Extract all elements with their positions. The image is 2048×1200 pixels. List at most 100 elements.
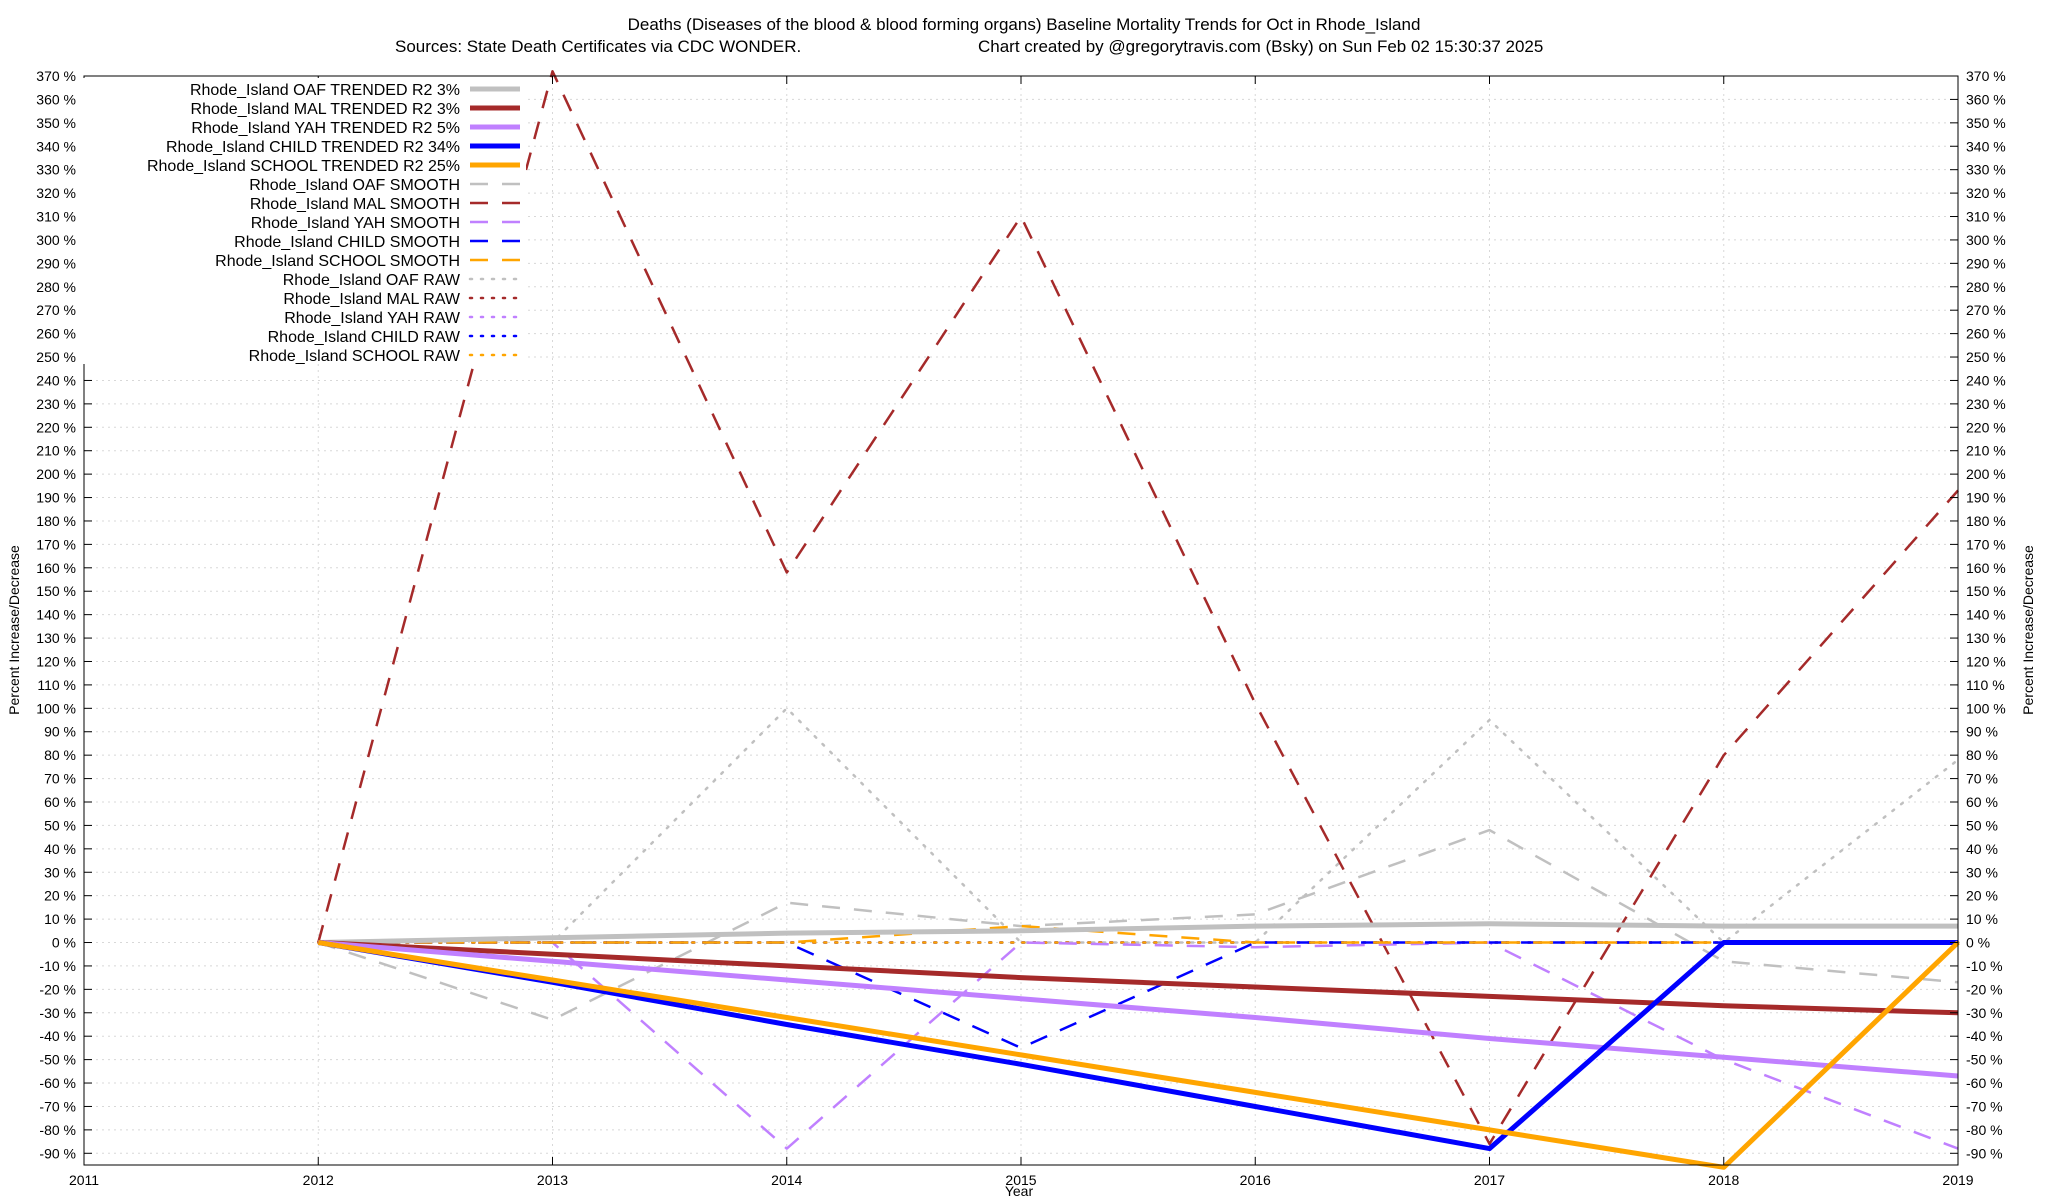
x-tick-label: 2015	[1005, 1172, 1036, 1188]
x-axis: 2011 2012 2013 2014 2015 2016 2017 2018 2019	[69, 1172, 1974, 1188]
y-tick-label-left: -20 %	[39, 981, 76, 997]
y-tick-label-right: -20 %	[1966, 981, 2003, 997]
x-tick-label: 2014	[771, 1172, 802, 1188]
legend-entry-label: Rhode_Island CHILD TRENDED R2 34%	[166, 139, 460, 156]
x-tick-label: 2012	[303, 1172, 334, 1188]
y-tick-label-left: 30 %	[44, 864, 76, 880]
y-tick-label-left: -70 %	[39, 1098, 76, 1114]
y-tick-label-left: 40 %	[44, 841, 76, 857]
legend-entry-label: Rhode_Island MAL RAW	[283, 291, 461, 308]
y-tick-label-right: 200 %	[1966, 466, 2006, 482]
y-tick-label-right: 270 %	[1966, 302, 2006, 318]
y-tick-label-left: 0 %	[52, 935, 76, 951]
x-tick-label: 2013	[537, 1172, 568, 1188]
y-tick-label-left: 50 %	[44, 817, 76, 833]
y-tick-label-left: 360 %	[36, 91, 76, 107]
y-tick-label-left: 350 %	[36, 115, 76, 131]
legend-entry-label: Rhode_Island MAL TRENDED R2 3%	[191, 101, 460, 118]
legend-entry-label: Rhode_Island YAH SMOOTH	[251, 215, 460, 232]
y-tick-label-right: 370 %	[1966, 68, 2006, 84]
chart-title: Deaths (Diseases of the blood & blood fo…	[628, 15, 1421, 34]
series-line-4	[317, 940, 1958, 1152]
y-tick-label-left: -50 %	[39, 1052, 76, 1068]
y-tick-label-right: 260 %	[1966, 326, 2006, 342]
y-tick-label-left: 150 %	[36, 583, 76, 599]
legend-entry-label: Rhode_Island CHILD RAW	[268, 329, 461, 346]
y-tick-label-left: 240 %	[36, 372, 76, 388]
y-tick-label-left: 130 %	[36, 630, 76, 646]
y-tick-label-right: 20 %	[1966, 888, 1998, 904]
y-tick-label-left: 370 %	[36, 68, 76, 84]
y-tick-label-right: 210 %	[1966, 443, 2006, 459]
y-tick-label-left: 180 %	[36, 513, 76, 529]
y-tick-label-right: 320 %	[1966, 185, 2006, 201]
y-tick-label-left: -10 %	[39, 958, 76, 974]
y-tick-label-left: 210 %	[36, 443, 76, 459]
legend-entry-label: Rhode_Island OAF RAW	[283, 272, 461, 289]
y-tick-label-right: 110 %	[1966, 677, 2005, 693]
y-tick-label-right: 140 %	[1966, 607, 2006, 623]
y-tick-label-right: 80 %	[1966, 747, 1998, 763]
y-tick-label-left: 300 %	[36, 232, 76, 248]
y-tick-label-left: -80 %	[39, 1122, 76, 1138]
y-axis-left: 370 % 360 % 350 % 340 % 330 % 320 % 310 % 300 %…	[36, 68, 76, 1161]
legend-entry-label: Rhode_Island SCHOOL TRENDED R2 25%	[147, 158, 460, 175]
y-tick-label-left: 200 %	[36, 466, 76, 482]
y-tick-label-right: -70 %	[1966, 1098, 2003, 1114]
y-tick-label-right: 340 %	[1966, 138, 2006, 154]
legend-entry-label: Rhode_Island MAL SMOOTH	[250, 196, 460, 213]
legend: Rhode_Island OAF TRENDED R2 3% Rhode_Isla…	[80, 78, 526, 365]
y-tick-label-right: 190 %	[1966, 490, 2006, 506]
x-tick-label: 2016	[1240, 1172, 1271, 1188]
y-tick-label-left: 220 %	[36, 419, 76, 435]
y-tick-label-right: 250 %	[1966, 349, 2006, 365]
plot-border	[83, 75, 1959, 1166]
y-tick-label-right: -50 %	[1966, 1052, 2003, 1068]
y-axis-label-right: Percent Increase/Decrease	[2020, 545, 2036, 715]
y-tick-label-right: 120 %	[1966, 653, 2006, 669]
y-tick-label-right: 160 %	[1966, 560, 2006, 576]
series-lines	[317, 70, 1960, 1170]
series-line-2	[318, 940, 1959, 1016]
y-tick-label-left: 320 %	[36, 185, 76, 201]
y-tick-label-left: 280 %	[36, 279, 76, 295]
y-tick-label-left: 70 %	[44, 771, 76, 787]
legend-entry-label: Rhode_Island OAF SMOOTH	[249, 177, 460, 194]
series-line-1	[318, 921, 1958, 945]
y-tick-label-right: 10 %	[1966, 911, 1998, 927]
y-tick-label-left: 60 %	[44, 794, 76, 810]
legend-background	[80, 78, 526, 364]
y-tick-label-left: -40 %	[39, 1028, 76, 1044]
y-tick-label-right: -60 %	[1966, 1075, 2003, 1091]
x-tick-label: 2011	[69, 1172, 99, 1188]
y-axis-right: 370 % 360 % 350 % 340 % 330 % 320 % 310 % 300 %…	[1966, 68, 2006, 1161]
y-tick-label-left: 110 %	[37, 677, 76, 693]
x-tick-label: 2017	[1474, 1172, 1505, 1188]
legend-entry-label: Rhode_Island OAF TRENDED R2 3%	[190, 82, 460, 99]
y-tick-label-left: 20 %	[44, 888, 76, 904]
chart-subtitle-credit: Chart created by @gregorytravis.com (Bsk…	[978, 37, 1543, 56]
y-tick-label-right: 290 %	[1966, 255, 2006, 271]
y-tick-label-right: 0 %	[1966, 935, 1990, 951]
legend-entry-label: Rhode_Island SCHOOL SMOOTH	[215, 253, 460, 270]
y-tick-label-left: 90 %	[44, 724, 76, 740]
y-tick-label-right: -80 %	[1966, 1122, 2003, 1138]
y-tick-label-right: 130 %	[1966, 630, 2006, 646]
series-line-5	[317, 940, 1960, 1170]
series-line-8	[318, 941, 1959, 1150]
y-tick-label-right: 100 %	[1966, 700, 2006, 716]
y-tick-label-right: 150 %	[1966, 583, 2006, 599]
y-tick-label-right: 350 %	[1966, 115, 2006, 131]
y-tick-label-right: 330 %	[1966, 162, 2006, 178]
y-tick-label-left: 340 %	[36, 138, 76, 154]
x-axis-label: Year	[1005, 1183, 1034, 1199]
y-tick-label-left: 10 %	[44, 911, 76, 927]
y-tick-label-right: 40 %	[1966, 841, 1998, 857]
y-tick-label-right: 310 %	[1966, 209, 2006, 225]
legend-entry-label: Rhode_Island CHILD SMOOTH	[234, 234, 460, 251]
y-tick-label-right: 230 %	[1966, 396, 2006, 412]
series-line-7	[317, 70, 1959, 1146]
y-tick-label-right: -10 %	[1966, 958, 2003, 974]
y-tick-label-left: 290 %	[36, 255, 76, 271]
plot-frame	[83, 75, 1959, 1166]
